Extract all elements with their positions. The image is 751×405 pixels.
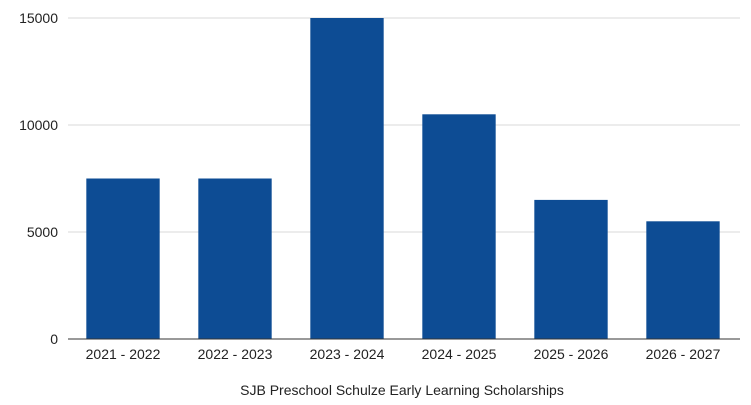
bar	[534, 199, 608, 339]
bar	[198, 178, 272, 339]
bar	[422, 114, 496, 339]
bar	[86, 178, 160, 339]
x-tick-label: 2025 - 2026	[534, 346, 609, 362]
x-tick-label: 2026 - 2027	[646, 346, 721, 362]
y-tick-label: 5000	[27, 224, 58, 240]
x-axis-title: SJB Preschool Schulze Early Learning Sch…	[240, 382, 564, 398]
y-axis-ticks: 0 5000 10000 15000	[19, 10, 58, 347]
x-tick-label: 2023 - 2024	[310, 346, 385, 362]
x-axis-ticks: 2021 - 2022 2022 - 2023 2023 - 2024 2024 - …	[86, 346, 721, 362]
y-tick-label: 0	[50, 331, 58, 347]
y-tick-label: 10000	[19, 117, 58, 133]
bar	[646, 221, 720, 339]
y-tick-label: 15000	[19, 10, 58, 26]
bar	[310, 18, 384, 339]
bars	[86, 18, 720, 339]
gridlines	[68, 17, 740, 233]
x-tick-label: 2022 - 2023	[198, 346, 273, 362]
x-tick-label: 2024 - 2025	[422, 346, 497, 362]
x-tick-label: 2021 - 2022	[86, 346, 161, 362]
